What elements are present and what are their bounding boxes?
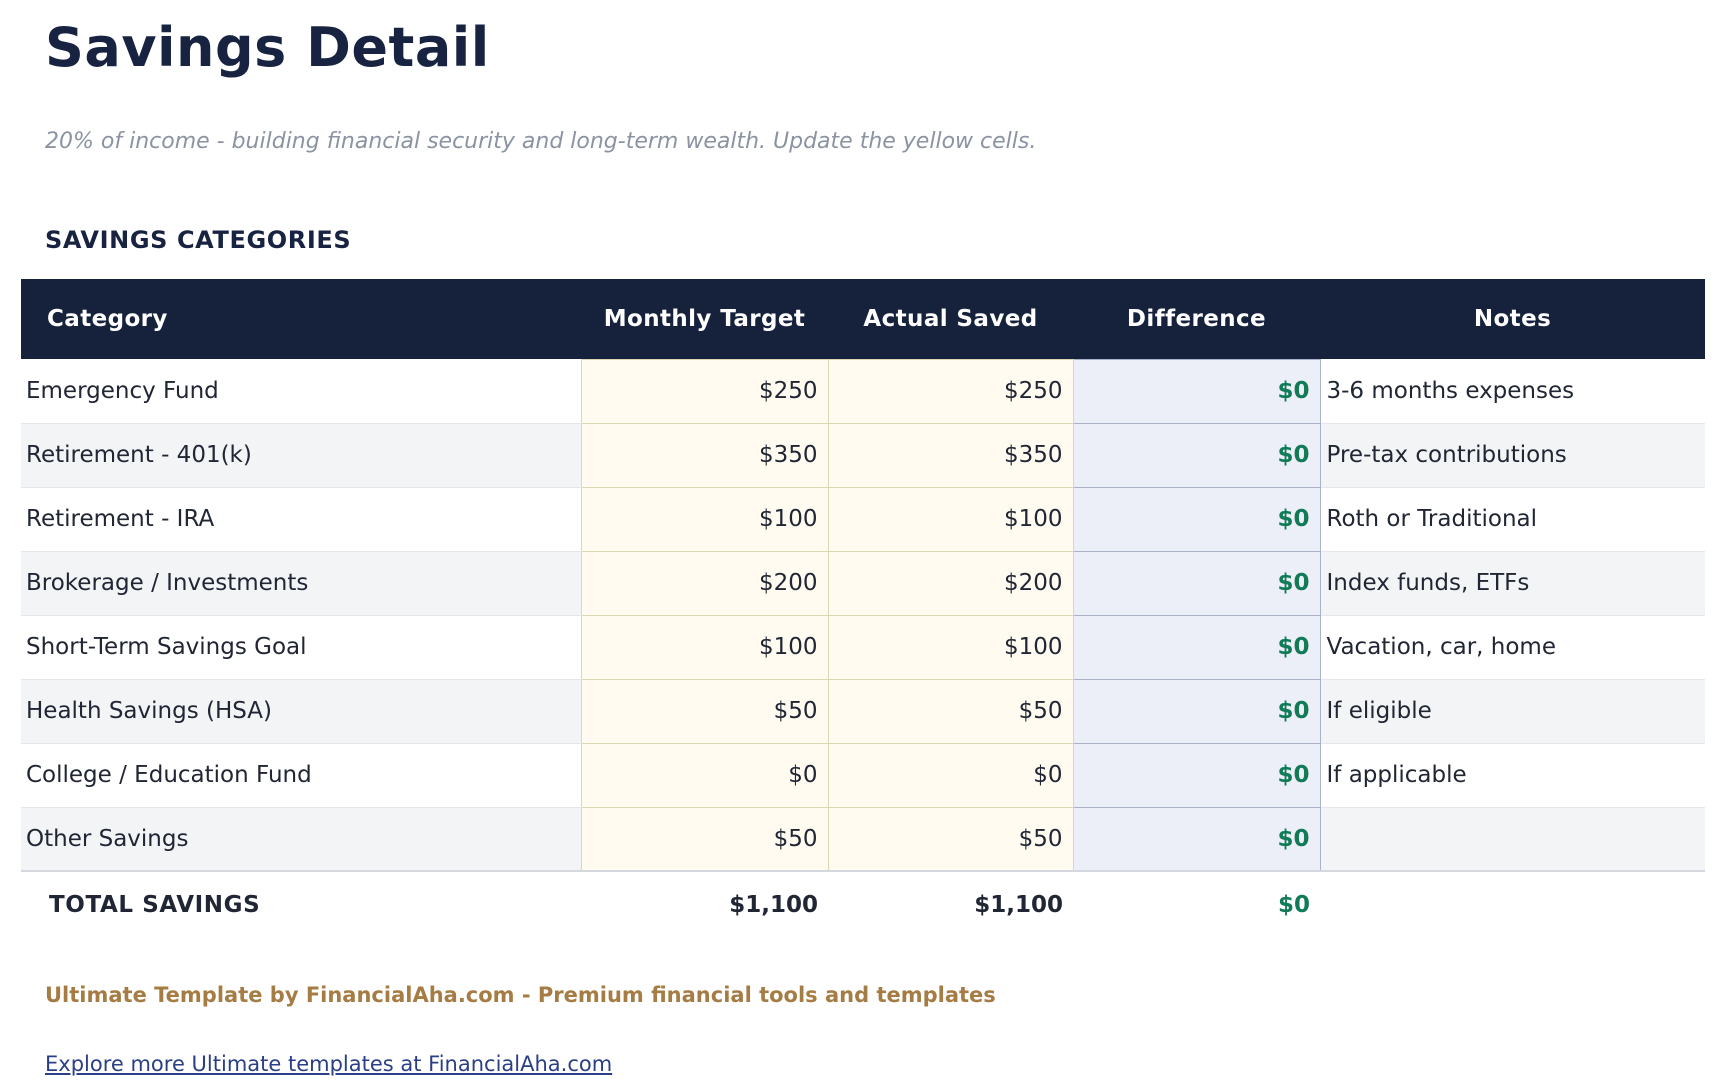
- column-header-actual-saved: Actual Saved: [828, 279, 1073, 359]
- difference-cell: $0: [1072, 358, 1321, 424]
- difference-cell: $0: [1072, 742, 1321, 808]
- difference-cell: $0: [1072, 806, 1321, 872]
- notes-cell: Vacation, car, home: [1320, 615, 1705, 680]
- actual-saved-cell[interactable]: $100: [827, 614, 1074, 680]
- page-subtitle: 20% of income - building financial secur…: [45, 129, 1037, 154]
- notes-cell: Pre-tax contributions: [1320, 423, 1705, 488]
- category-cell: Health Savings (HSA): [21, 679, 581, 744]
- difference-cell: $0: [1072, 678, 1321, 744]
- savings-detail-page: Savings Detail 20% of income - building …: [0, 16, 1726, 1076]
- total-difference: $0: [1073, 870, 1320, 937]
- notes-cell: If eligible: [1320, 679, 1705, 744]
- savings-categories-table: Category Monthly Target Actual Saved Dif…: [21, 279, 1705, 937]
- category-cell: Other Savings: [21, 807, 581, 872]
- category-cell: College / Education Fund: [21, 743, 581, 808]
- difference-cell: $0: [1072, 422, 1321, 488]
- explore-templates-link[interactable]: Explore more Ultimate templates at Finan…: [45, 1052, 613, 1076]
- actual-saved-cell[interactable]: $50: [827, 678, 1074, 744]
- monthly-target-cell[interactable]: $100: [580, 614, 829, 680]
- category-cell: Brokerage / Investments: [21, 551, 581, 616]
- total-row: TOTAL SAVINGS $1,100 $1,100 $0: [21, 870, 1705, 937]
- total-monthly-target: $1,100: [581, 870, 828, 937]
- category-cell: Retirement - IRA: [21, 487, 581, 552]
- category-cell: Retirement - 401(k): [21, 423, 581, 488]
- table-footer: TOTAL SAVINGS $1,100 $1,100 $0: [21, 870, 1705, 937]
- difference-cell: $0: [1072, 486, 1321, 552]
- actual-saved-cell[interactable]: $350: [827, 422, 1074, 488]
- notes-cell: If applicable: [1320, 743, 1705, 808]
- column-header-monthly-target: Monthly Target: [581, 279, 828, 359]
- branding-text: Ultimate Template by FinancialAha.com - …: [45, 983, 996, 1007]
- table-row: Short-Term Savings Goal $100 $100 $0 Vac…: [21, 614, 1705, 680]
- total-label: TOTAL SAVINGS: [21, 870, 581, 937]
- total-actual-saved: $1,100: [828, 870, 1073, 937]
- monthly-target-cell[interactable]: $250: [580, 358, 829, 424]
- table-header-row: Category Monthly Target Actual Saved Dif…: [21, 279, 1705, 359]
- table-row: Other Savings $50 $50 $0: [21, 806, 1705, 872]
- actual-saved-cell[interactable]: $0: [827, 742, 1074, 808]
- notes-cell: Index funds, ETFs: [1320, 551, 1705, 616]
- monthly-target-cell[interactable]: $50: [580, 806, 829, 872]
- table-row: Retirement - 401(k) $350 $350 $0 Pre-tax…: [21, 422, 1705, 488]
- table-row: College / Education Fund $0 $0 $0 If app…: [21, 742, 1705, 808]
- notes-cell: 3-6 months expenses: [1320, 359, 1705, 424]
- category-cell: Short-Term Savings Goal: [21, 615, 581, 680]
- table-row: Health Savings (HSA) $50 $50 $0 If eligi…: [21, 678, 1705, 744]
- difference-cell: $0: [1072, 614, 1321, 680]
- category-cell: Emergency Fund: [21, 359, 581, 424]
- column-header-category: Category: [21, 279, 581, 359]
- notes-cell: [1320, 807, 1705, 872]
- monthly-target-cell[interactable]: $0: [580, 742, 829, 808]
- table-header: Category Monthly Target Actual Saved Dif…: [21, 279, 1705, 359]
- table-row: Retirement - IRA $100 $100 $0 Roth or Tr…: [21, 486, 1705, 552]
- actual-saved-cell[interactable]: $200: [827, 550, 1074, 616]
- monthly-target-cell[interactable]: $50: [580, 678, 829, 744]
- actual-saved-cell[interactable]: $100: [827, 486, 1074, 552]
- table-row: Emergency Fund $250 $250 $0 3-6 months e…: [21, 358, 1705, 424]
- actual-saved-cell[interactable]: $50: [827, 806, 1074, 872]
- total-notes-empty: [1320, 870, 1705, 937]
- savings-table-body: Emergency Fund $250 $250 $0 3-6 months e…: [21, 358, 1705, 872]
- monthly-target-cell[interactable]: $200: [580, 550, 829, 616]
- section-title-savings-categories: SAVINGS CATEGORIES: [45, 226, 352, 254]
- page-title: Savings Detail: [45, 16, 490, 79]
- column-header-difference: Difference: [1073, 279, 1320, 359]
- monthly-target-cell[interactable]: $350: [580, 422, 829, 488]
- actual-saved-cell[interactable]: $250: [827, 358, 1074, 424]
- column-header-notes: Notes: [1320, 279, 1705, 359]
- table-row: Brokerage / Investments $200 $200 $0 Ind…: [21, 550, 1705, 616]
- notes-cell: Roth or Traditional: [1320, 487, 1705, 552]
- monthly-target-cell[interactable]: $100: [580, 486, 829, 552]
- difference-cell: $0: [1072, 550, 1321, 616]
